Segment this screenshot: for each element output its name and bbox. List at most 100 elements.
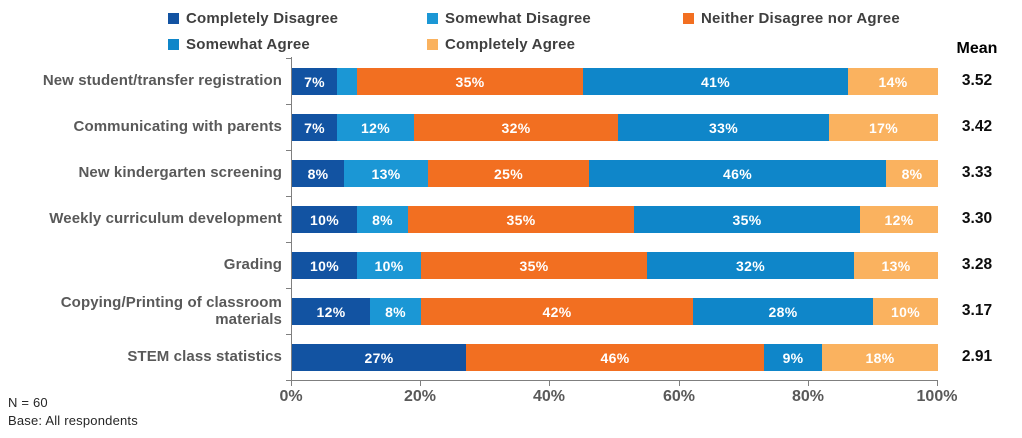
bar-row: 8% 13% 25% 46% 8% [292,160,938,187]
bar-segment-label: 35% [519,257,549,274]
bar-segment-label: 46% [600,349,630,366]
bar-segment: 10% [873,298,938,325]
bar-segment: 27% [292,344,466,371]
category-label: Weekly curriculum development [49,210,282,228]
bar-row: 7% 12% 32% 33% 17% [292,114,938,141]
bar-segment-label: 17% [869,119,898,136]
bar-segment: 14% [848,68,938,95]
mean-column-header: Mean [956,40,998,57]
x-axis-tick [549,380,550,386]
category-label: Grading [223,256,282,274]
mean-value: 3.17 [961,302,993,319]
bar-segment: 12% [860,206,938,233]
legend-swatch-icon [427,12,438,24]
bar-segment-label: 12% [884,211,914,228]
bar-segment: 32% [647,252,854,279]
bar-segment-label: 32% [736,257,765,274]
legend-item-label: Somewhat Disagree [445,9,591,27]
bar-segment-label: 35% [732,211,762,228]
bar-segment-label: 28% [768,303,798,320]
legend-item-label: Completely Disagree [186,9,339,27]
bar-segment: 46% [466,344,764,371]
bar-segment: 8% [357,206,408,233]
bar-segment: 10% [357,252,421,279]
x-axis-tick-label: 100% [916,388,958,405]
bar-segment-label: 33% [709,119,738,136]
bar-segment-label: 41% [701,73,730,90]
legend-item: Somewhat Agree [168,34,310,54]
category-label: New student/transfer registration [42,72,282,90]
legend-item-label: Completely Agree [445,35,576,53]
bar-segment: 17% [829,114,938,141]
bar-segment-label: 35% [506,211,536,228]
bar-segment: 41% [583,68,848,95]
x-axis-tick [679,380,680,386]
bar-segment-label: 32% [501,119,531,136]
bar-segment: 12% [292,298,370,325]
bar-segment-label: 10% [891,303,920,320]
bar-segment-label: 7% [304,119,325,136]
bar-segment-label: 25% [494,165,523,182]
bar-segment: 13% [854,252,938,279]
bar-segment-label: 12% [361,119,390,136]
bar-segment-label: 46% [723,165,752,182]
mean-value: 3.52 [961,72,993,89]
bar-row: 12% 8% 42% 28% 10% [292,298,938,325]
x-axis-tick [808,380,809,386]
bar-segment-label: 7% [304,73,325,90]
x-axis-tick-label: 20% [403,388,437,405]
y-axis-tick [286,380,291,381]
x-axis-line [291,380,938,381]
legend-swatch-icon [427,38,438,50]
bar-segment-label: 8% [385,303,406,320]
bar-segment-label: 8% [901,165,923,182]
bar-segment: 25% [428,160,589,187]
bar-segment: 28% [693,298,873,325]
bar-segment-label: 9% [782,349,804,366]
bar-segment-label: 10% [310,257,339,274]
mean-value: 3.28 [961,256,993,273]
bar-segment: 10% [292,252,357,279]
bar-segment: 8% [886,160,938,187]
mean-value: 3.30 [961,210,993,227]
legend-item: Completely Disagree [168,8,338,28]
y-axis-tick [286,242,291,243]
y-axis-tick [286,288,291,289]
bar-segment: 18% [822,344,938,371]
y-axis-tick [286,58,291,59]
chart-legend: Completely Disagree Somewhat Disagree Neit… [0,0,1022,58]
bar-segment [337,68,357,95]
category-label: Communicating with parents [73,118,282,136]
legend-swatch-icon [683,12,694,24]
bar-segment: 10% [292,206,357,233]
x-axis-tick-label: 80% [791,388,825,405]
base-note: Base: All respondents [8,413,138,428]
bar-segment: 12% [337,114,414,141]
legend-item-label: Somewhat Agree [186,35,310,53]
bar-segment: 9% [764,344,822,371]
x-axis-tick [937,380,938,386]
mean-value: 3.42 [961,118,993,135]
bar-segment: 8% [370,298,421,325]
bar-segment: 33% [618,114,829,141]
mean-value: 2.91 [961,348,993,365]
y-axis-tick [286,150,291,151]
bar-row: 10% 10% 35% 32% 13% [292,252,938,279]
y-axis-tick [286,196,291,197]
category-label: Copying/Printing of classroom materials [60,293,282,328]
bar-segment: 35% [421,252,647,279]
category-label: New kindergarten screening [78,164,282,182]
bar-segment-label: 8% [372,211,393,228]
bar-segment-label: 12% [316,303,346,320]
bar-row: 7% 35% 41% 14% [292,68,938,95]
bar-segment-label: 27% [364,349,394,366]
bar-segment: 8% [292,160,344,187]
x-axis-tick-label: 60% [662,388,696,405]
bar-row: 10% 8% 35% 35% 12% [292,206,938,233]
bar-segment-label: 10% [374,257,404,274]
bar-segment-label: 42% [542,303,572,320]
legend-swatch-icon [168,38,179,50]
bar-segment: 46% [589,160,886,187]
bar-segment: 42% [421,298,693,325]
